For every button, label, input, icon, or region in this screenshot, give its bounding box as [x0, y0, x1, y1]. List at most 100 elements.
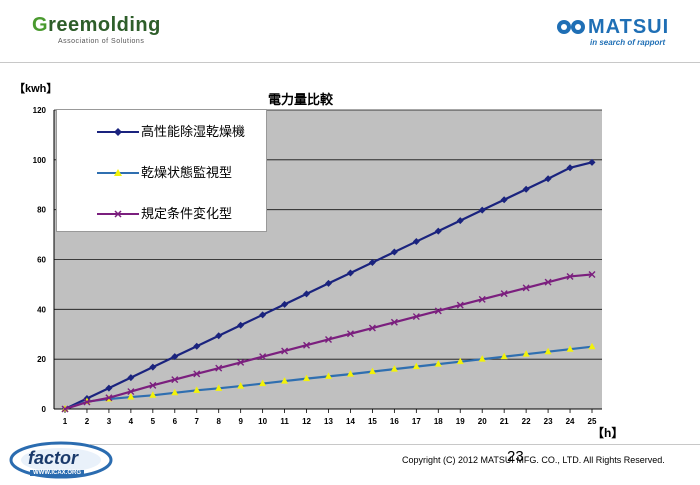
- x-tick-label: 17: [412, 417, 421, 426]
- data-point: [325, 279, 332, 287]
- data-point: [346, 330, 354, 338]
- data-point-stroke: [522, 284, 530, 292]
- data-point: [281, 347, 289, 355]
- x-tick-label: 23: [544, 417, 553, 426]
- data-point-stroke: [325, 335, 332, 343]
- data-point-stroke: [215, 364, 223, 372]
- x-tick-label: 2: [85, 417, 90, 426]
- matsui-mark-icon: [557, 20, 585, 34]
- x-tick-label: 24: [566, 417, 575, 426]
- x-tick-label: 7: [195, 417, 200, 426]
- data-point-stroke: [412, 313, 420, 321]
- data-point: [500, 352, 508, 360]
- data-point: [105, 384, 113, 392]
- data-point-stroke: [127, 388, 135, 396]
- x-tick-label: 22: [522, 417, 531, 426]
- data-point: [325, 372, 332, 379]
- data-point: [346, 269, 354, 277]
- data-point: [303, 341, 311, 349]
- data-point: [588, 270, 596, 278]
- data-point: [500, 196, 508, 204]
- data-point-stroke: [434, 307, 442, 315]
- x-tick-label: 8: [216, 417, 221, 426]
- data-point: [544, 175, 552, 183]
- data-point-stroke: [478, 295, 486, 303]
- data-point: [259, 353, 267, 361]
- x-tick-label: 13: [324, 417, 333, 426]
- x-tick-label: 18: [434, 417, 443, 426]
- icax-emblem-icon: [9, 441, 113, 479]
- data-point-stroke: [588, 270, 596, 278]
- data-point: [368, 258, 376, 266]
- data-point: [193, 342, 201, 350]
- data-point: [127, 393, 135, 400]
- data-point: [390, 248, 398, 256]
- data-point: [83, 398, 91, 406]
- x-tick-label: 20: [478, 417, 487, 426]
- data-point: [434, 360, 442, 367]
- legend-label: 乾燥状態監視型: [141, 166, 233, 181]
- x-tick-label: 9: [238, 417, 243, 426]
- legend-label: 規定条件変化型: [141, 207, 233, 222]
- data-point-stroke: [193, 370, 201, 378]
- data-point: [325, 335, 332, 343]
- legend-marker-x-icon: [97, 210, 139, 218]
- icax-factor-logo: factor WWW.ICAX.ORG: [6, 434, 116, 482]
- data-point: [149, 381, 157, 389]
- data-point-stroke: [259, 353, 267, 361]
- data-point-stroke: [171, 376, 179, 384]
- data-point: [368, 324, 376, 332]
- data-point-stroke: [105, 394, 113, 402]
- legend-item-specified-condition-change: 規定条件変化型: [57, 203, 268, 223]
- data-point: [368, 367, 376, 375]
- x-tick-label: 5: [151, 417, 156, 426]
- data-point: [237, 382, 245, 389]
- x-tick-label: 21: [500, 417, 509, 426]
- data-point-stroke: [149, 381, 157, 389]
- header-divider: [0, 62, 700, 63]
- x-tick-label: 3: [107, 417, 112, 426]
- bottom-logo-url: WWW.ICAX.ORG: [30, 470, 84, 476]
- data-point-stroke: [368, 324, 376, 332]
- x-tick-label: 15: [368, 417, 377, 426]
- data-point: [193, 386, 201, 393]
- data-point: [478, 295, 486, 303]
- greemolding-tagline: Association of Solutions: [58, 38, 145, 45]
- page-number: 23: [507, 448, 524, 465]
- data-point: [193, 370, 201, 378]
- data-point-stroke: [500, 290, 508, 298]
- data-point-stroke: [544, 278, 552, 286]
- greemolding-logo: Greemolding Association of Solutions: [32, 14, 172, 50]
- matsui-wordmark: MATSUI: [588, 16, 670, 38]
- legend-label: 高性能除湿乾燥機: [141, 125, 246, 140]
- data-point: [171, 353, 179, 361]
- data-point: [259, 311, 267, 319]
- data-point: [522, 284, 530, 292]
- chart-legend: 高性能除湿乾燥機 乾燥状態監視型 規定条件変化型: [56, 109, 267, 232]
- data-point-stroke: [237, 358, 245, 366]
- data-point: [281, 377, 289, 384]
- y-tick-label: 80: [37, 206, 46, 215]
- data-point: [478, 206, 486, 214]
- data-point: [127, 374, 135, 382]
- data-point-stroke: [303, 341, 311, 349]
- matsui-slogan: in search of rapport: [590, 38, 666, 47]
- legend-marker-triangle-icon: [97, 169, 139, 176]
- y-axis-label: 【kwh】: [14, 83, 58, 95]
- x-tick-label: 10: [258, 417, 267, 426]
- chart-title: 電力量比較: [268, 93, 334, 108]
- y-tick-label: 60: [37, 256, 46, 265]
- data-point: [171, 376, 179, 384]
- data-point: [456, 357, 464, 365]
- data-point: [522, 350, 530, 357]
- data-point: [215, 332, 223, 340]
- x-tick-label: 1: [63, 417, 68, 426]
- data-point: [149, 363, 157, 371]
- y-tick-label: 100: [33, 156, 47, 165]
- data-point: [303, 290, 311, 298]
- x-tick-label: 25: [588, 417, 597, 426]
- data-point: [434, 227, 442, 235]
- data-point: [434, 307, 442, 315]
- data-point: [456, 301, 464, 309]
